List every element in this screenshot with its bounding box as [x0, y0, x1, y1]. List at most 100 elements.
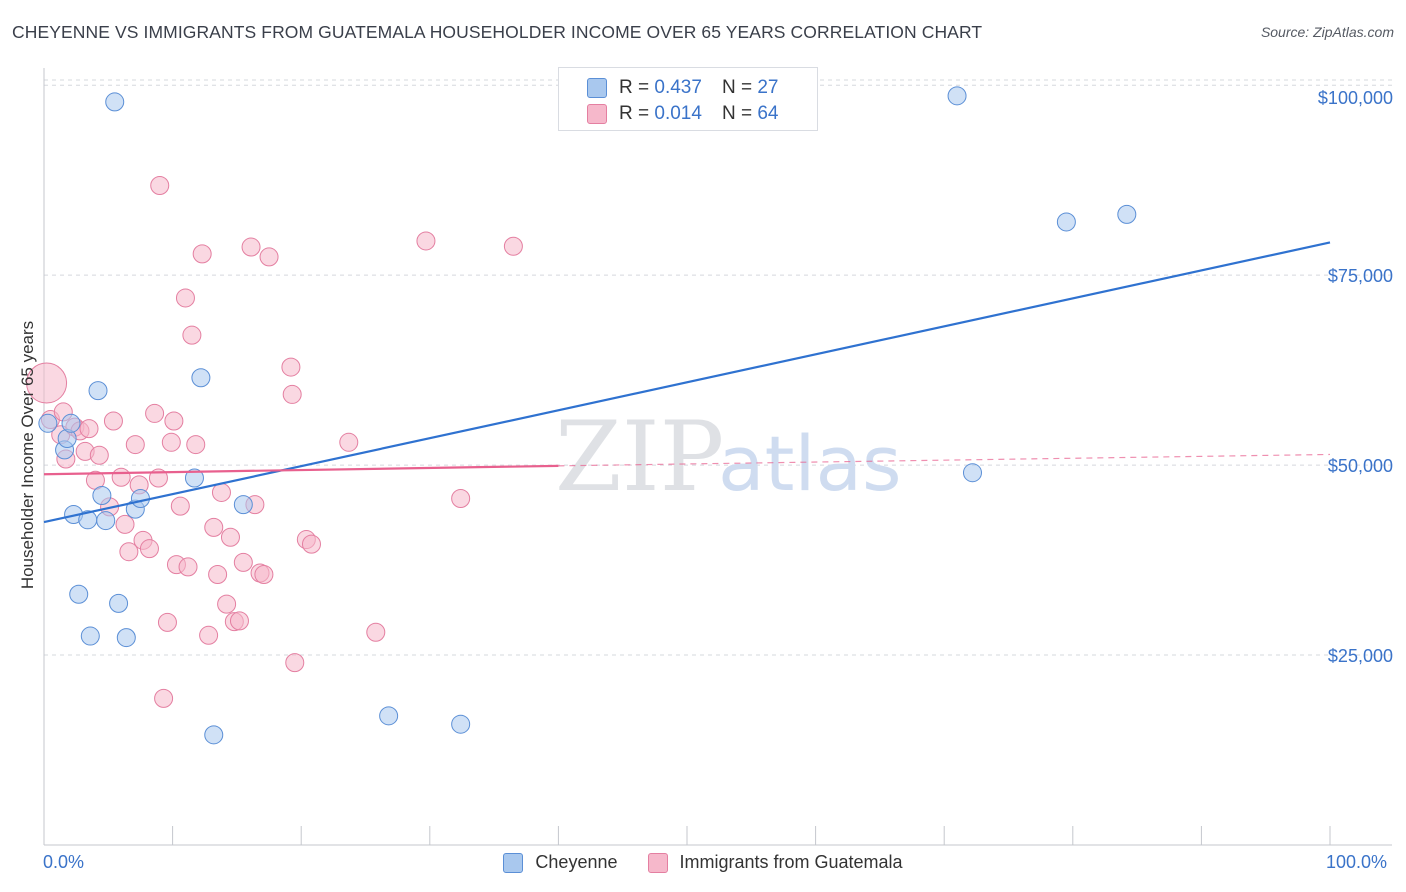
guatemala-point [178, 557, 198, 577]
guatemala-point [208, 565, 228, 585]
guatemala-point [416, 231, 436, 251]
guatemala-point [285, 653, 305, 673]
guatemala-swatch [587, 104, 607, 124]
guatemala-point [259, 247, 279, 267]
guatemala-point [26, 362, 68, 404]
cheyenne-point [38, 413, 58, 433]
guatemala-point [192, 244, 212, 264]
cheyenne-point [80, 626, 100, 646]
y-tick-label: $75,000 [1328, 266, 1393, 286]
x-axis [43, 68, 1392, 846]
cheyenne-point [204, 725, 224, 745]
correlation-legend: R = 0.437 N = 27 R = 0.014 N = 64 [558, 67, 818, 131]
y-tick-label: $50,000 [1328, 456, 1393, 476]
cheyenne-point [947, 86, 967, 106]
guatemala-point [145, 403, 165, 423]
guatemala-point [241, 237, 261, 257]
cheyenne-point [962, 463, 982, 483]
cheyenne-point [116, 628, 136, 648]
guatemala-point [204, 517, 224, 537]
x-tick-right: 100.0% [1326, 852, 1388, 872]
cheyenne-points [38, 86, 1137, 745]
y-tick-label: $100,000 [1318, 88, 1393, 108]
series-legend: Cheyenne Immigrants from Guatemala [0, 852, 1406, 873]
guatemala-point [199, 625, 219, 645]
cheyenne-point [191, 368, 211, 388]
cheyenne-n-value: 27 [757, 77, 779, 98]
cheyenne-point [184, 468, 204, 488]
cheyenne-point [233, 495, 253, 515]
guatemala-trend-line-extension [558, 453, 1331, 467]
guatemala-point [164, 411, 184, 431]
legend-row-guatemala: R = 0.014 N = 64 [587, 102, 778, 126]
guatemala-point [339, 432, 359, 452]
cheyenne-point [451, 714, 471, 734]
guatemala-point [157, 612, 177, 632]
guatemala-point [282, 384, 302, 404]
cheyenne-r-value: 0.437 [654, 77, 702, 98]
r-label: R = [619, 103, 650, 124]
cheyenne-point [88, 381, 108, 401]
n-label: N = [721, 103, 753, 124]
guatemala-point [217, 594, 237, 614]
guatemala-point [366, 622, 386, 642]
n-label: N = [721, 77, 753, 98]
guatemala-point [451, 489, 471, 509]
guatemala-point [175, 288, 195, 308]
guatemala-point [79, 419, 99, 439]
guatemala-point [115, 514, 135, 534]
guatemala-trend-line [43, 464, 559, 476]
guatemala-point [211, 482, 231, 502]
guatemala-point [154, 688, 174, 708]
guatemala-point [89, 445, 109, 465]
guatemala-legend-swatch [647, 852, 668, 873]
guatemala-point [182, 325, 202, 345]
y-tick-label: $25,000 [1328, 646, 1393, 666]
r-label: R = [619, 77, 650, 98]
guatemala-point [125, 435, 145, 455]
guatemala-point [233, 552, 253, 572]
guatemala-r-value: 0.014 [654, 103, 702, 124]
guatemala-point [119, 542, 139, 562]
guatemala-point [220, 527, 240, 547]
cheyenne-point [130, 489, 150, 509]
cheyenne-point [1056, 212, 1076, 232]
guatemala-point [229, 611, 249, 631]
cheyenne-swatch [587, 78, 607, 98]
cheyenne-legend-label: Cheyenne [535, 852, 618, 872]
legend-item-guatemala: Immigrants from Guatemala [647, 852, 903, 873]
cheyenne-point [61, 413, 81, 433]
watermark: ZIP atlas [555, 401, 902, 513]
legend-row-cheyenne: R = 0.437 N = 27 [587, 76, 778, 100]
guatemala-point [186, 435, 206, 455]
cheyenne-point [96, 511, 116, 531]
cheyenne-point [69, 584, 89, 604]
cheyenne-point [105, 92, 125, 112]
guatemala-point [139, 539, 159, 559]
cheyenne-point [109, 593, 129, 613]
guatemala-point [170, 496, 190, 516]
guatemala-n-value: 64 [757, 103, 779, 124]
guatemala-point [281, 357, 301, 377]
x-tick-left: 0.0% [43, 852, 85, 872]
y-axis-title: Householder Income Over 65 years [18, 320, 37, 590]
guatemala-point [301, 534, 321, 554]
cheyenne-point [1117, 204, 1137, 224]
guatemala-point [503, 236, 523, 256]
trend-lines [43, 241, 1331, 524]
y-tick-labels: $25,000 $50,000 $75,000 $100,000 [1318, 88, 1393, 666]
watermark-zip: ZIP [555, 401, 724, 513]
cheyenne-point [379, 706, 399, 726]
cheyenne-legend-swatch [503, 852, 524, 873]
guatemala-point [254, 565, 274, 585]
chart-title: CHEYENNE VS IMMIGRANTS FROM GUATEMALA HO… [12, 22, 983, 42]
guatemala-points [26, 175, 523, 708]
guatemala-point [161, 432, 181, 452]
legend-item-cheyenne: Cheyenne [503, 852, 618, 873]
guatemala-point [111, 467, 131, 487]
guatemala-legend-label: Immigrants from Guatemala [679, 852, 903, 872]
source-credit: Source: ZipAtlas.com [1260, 24, 1394, 40]
guatemala-point [150, 175, 170, 195]
cheyenne-trend-line [43, 241, 1331, 524]
